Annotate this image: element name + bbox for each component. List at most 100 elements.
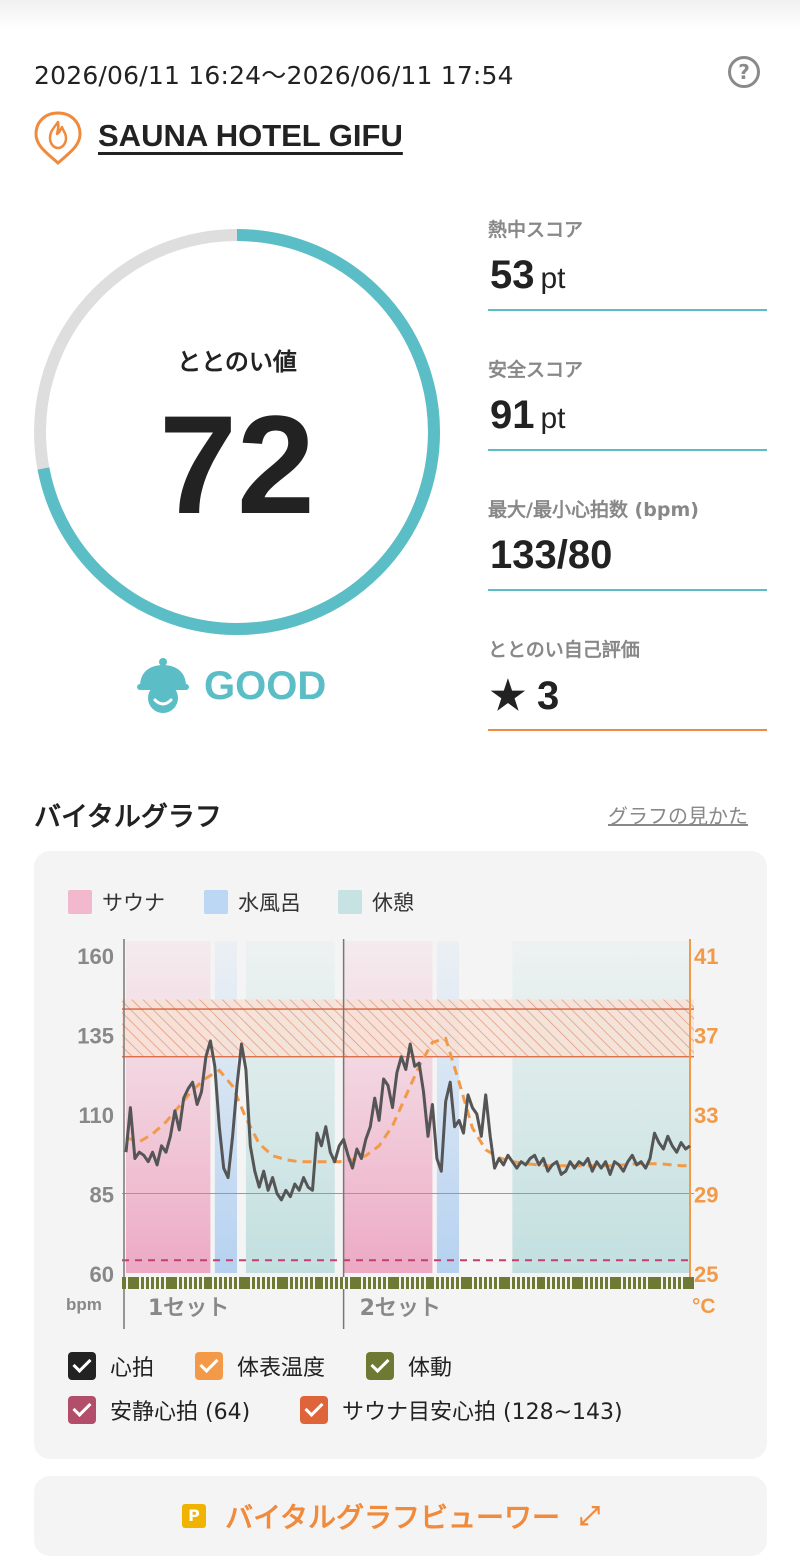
body-motion-gap [366, 1277, 368, 1289]
body-motion-gap [525, 1277, 527, 1289]
star-icon: ★ [490, 674, 526, 718]
body-motion-gap [126, 1277, 128, 1289]
body-motion-gap [404, 1277, 406, 1289]
body-motion-gap [570, 1277, 572, 1289]
body-motion-gap [371, 1277, 373, 1289]
body-motion-gap [333, 1277, 335, 1289]
toggle-sauna-target-hr[interactable]: サウナ目安心拍 (128~143) [300, 1394, 623, 1426]
body-motion-gap [545, 1277, 547, 1289]
body-motion-gap [177, 1277, 179, 1289]
body-motion-gap [641, 1277, 643, 1289]
body-motion-gap [212, 1277, 214, 1289]
divider [488, 589, 767, 591]
body-motion-gap [681, 1277, 683, 1289]
body-motion-gap [149, 1277, 151, 1289]
body-motion-gap [621, 1277, 623, 1289]
body-motion-gap [598, 1277, 600, 1289]
body-motion-gap [376, 1277, 378, 1289]
body-motion-gap [676, 1277, 678, 1289]
body-motion-gap [497, 1277, 499, 1289]
y-right-tick-label: 33 [694, 1103, 718, 1128]
body-motion-gap [159, 1277, 161, 1289]
y-left-tick-label: 60 [90, 1262, 114, 1287]
body-motion-gap [515, 1277, 517, 1289]
stat-value: 53 pt [490, 253, 566, 297]
stat-value: 133/80 [490, 533, 613, 577]
y-left-tick-label: 160 [77, 944, 114, 969]
body-motion-gap [154, 1277, 156, 1289]
body-motion-gap [250, 1277, 252, 1289]
body-motion-gap [510, 1277, 512, 1289]
body-motion-gap [434, 1277, 436, 1289]
body-motion-gap [593, 1277, 595, 1289]
body-motion-gap [419, 1277, 421, 1289]
body-motion-gap [399, 1277, 401, 1289]
body-motion-gap [459, 1277, 461, 1289]
body-motion-gap [222, 1277, 224, 1289]
set-label-1: 1セット [148, 1296, 229, 1321]
body-motion-gap [535, 1277, 537, 1289]
stat-value: 91 pt [490, 393, 566, 437]
rest-phase-band [512, 941, 690, 1273]
body-motion-gap [313, 1277, 315, 1289]
body-motion-gap [275, 1277, 277, 1289]
facility-name-link[interactable]: SAUNA HOTEL GIFU [98, 118, 403, 153]
set-label-2: 2セット [360, 1296, 441, 1321]
body-motion-gap [439, 1277, 441, 1289]
body-motion-gap [449, 1277, 451, 1289]
body-motion-gap [164, 1277, 166, 1289]
body-motion-gap [288, 1277, 290, 1289]
body-motion-gap [348, 1277, 350, 1289]
body-motion-gap [227, 1277, 229, 1289]
stat-label: 熱中スコア [488, 219, 584, 241]
graph-howto-link[interactable]: グラフの見かた [608, 804, 748, 828]
body-motion-gap [454, 1277, 456, 1289]
body-motion-gap [588, 1277, 590, 1289]
body-motion-gap [293, 1277, 295, 1289]
totonoi-label: ととのい値 [177, 348, 297, 376]
totonoi-ring [34, 229, 440, 635]
body-motion-gap [482, 1277, 484, 1289]
water-phase-band [436, 941, 460, 1273]
graph-viewer-label: バイタルグラフビューワー [225, 1501, 560, 1534]
body-motion-gap [303, 1277, 305, 1289]
stat-label: 最大/最小心拍数 (bpm) [488, 499, 699, 521]
body-motion-gap [583, 1277, 585, 1289]
divider [488, 309, 767, 311]
body-motion-gap [323, 1277, 325, 1289]
help-icon[interactable]: ? [728, 56, 760, 88]
y-right-unit: °C [692, 1295, 716, 1318]
body-motion-gap [361, 1277, 363, 1289]
heart-rate-line [124, 1039, 691, 1202]
body-motion-gap [550, 1277, 552, 1289]
body-motion-gap [608, 1277, 610, 1289]
stat-value: ★ 3 [490, 674, 560, 718]
body-motion-gap [381, 1277, 383, 1289]
toggle-skin-temp[interactable]: 体表温度 [195, 1350, 325, 1382]
body-motion-gap [603, 1277, 605, 1289]
body-motion-gap [308, 1277, 310, 1289]
body-motion-gap [477, 1277, 479, 1289]
y-right-tick-label: 37 [694, 1024, 718, 1049]
toggle-body-motion[interactable]: 体動 [366, 1350, 452, 1382]
body-motion-gap [626, 1277, 628, 1289]
body-motion-gap [338, 1277, 340, 1289]
toggle-resting-hr[interactable]: 安静心拍 (64) [68, 1394, 250, 1426]
toggle-heart-rate[interactable]: 心拍 [68, 1350, 154, 1382]
top-fade [0, 0, 800, 30]
y-right-tick-label: 25 [694, 1262, 718, 1287]
premium-badge-icon: P [182, 1504, 206, 1528]
y-right-tick-label: 41 [694, 944, 718, 969]
body-motion-gap [472, 1277, 474, 1289]
body-motion-gap [386, 1277, 388, 1289]
legend-water-bath: 水風呂 [204, 887, 301, 915]
body-motion-gap [555, 1277, 557, 1289]
rest-phase-band [245, 941, 335, 1273]
body-motion-gap [444, 1277, 446, 1289]
y-right-tick-label: 29 [694, 1183, 718, 1208]
body-motion-gap [182, 1277, 184, 1289]
body-motion-gap [487, 1277, 489, 1289]
body-motion-gap [424, 1277, 426, 1289]
graph-viewer-button[interactable]: P バイタルグラフビューワー ⤢ [182, 1496, 600, 1536]
body-motion-gap [661, 1277, 663, 1289]
